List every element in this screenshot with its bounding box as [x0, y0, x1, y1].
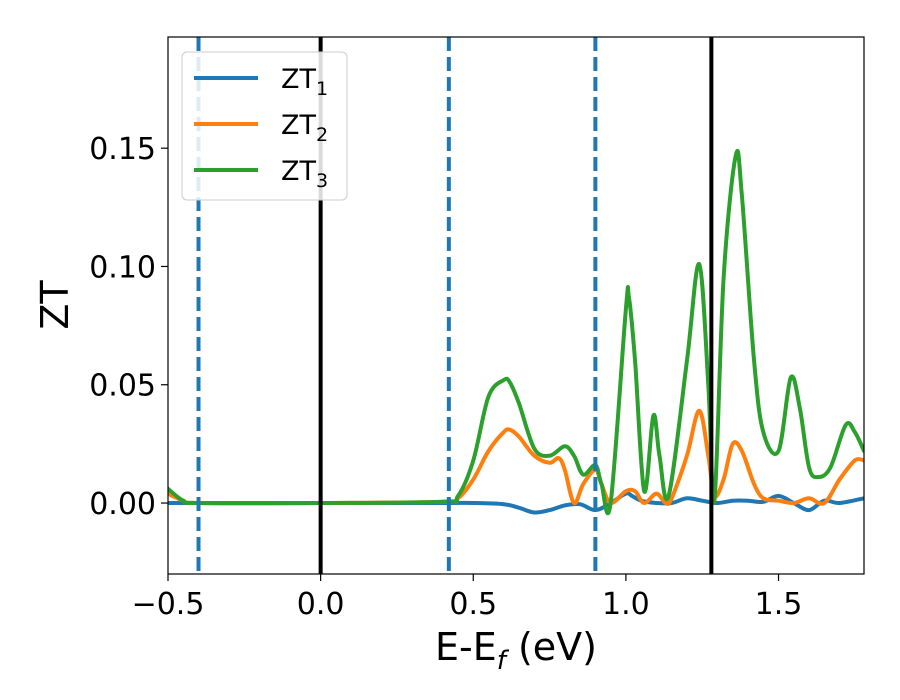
- legend-label-zt1: ZT1: [281, 64, 328, 100]
- legend: ZT1 ZT2 ZT3: [181, 51, 348, 201]
- x-tick-label: 1.0: [602, 587, 650, 622]
- y-tick-label: 0.15: [89, 132, 156, 167]
- series-line-zt3: [168, 148, 864, 516]
- legend-box: [181, 51, 348, 201]
- x-tick-label: 0.0: [297, 587, 345, 622]
- legend-label-zt3: ZT3: [281, 156, 328, 192]
- x-tick-label: −0.5: [132, 587, 205, 622]
- y-tick-label: 0.05: [89, 369, 156, 404]
- y-tick-label: 0.00: [89, 487, 156, 522]
- y-axis-title: ZT: [33, 280, 77, 330]
- legend-label-zt2: ZT2: [281, 110, 328, 146]
- axes-frame: [167, 36, 865, 575]
- x-axis-title: E-Ef (eV): [435, 625, 597, 676]
- x-tick-label: 0.5: [449, 587, 497, 622]
- y-tick-label: 0.10: [89, 250, 156, 285]
- series-line-zt1: [168, 491, 864, 515]
- series-line-zt2: [168, 408, 864, 506]
- x-axis-title-tail: (eV): [506, 625, 597, 669]
- x-axis-title-main: E-E: [435, 625, 497, 669]
- x-tick-label: 1.5: [755, 587, 803, 622]
